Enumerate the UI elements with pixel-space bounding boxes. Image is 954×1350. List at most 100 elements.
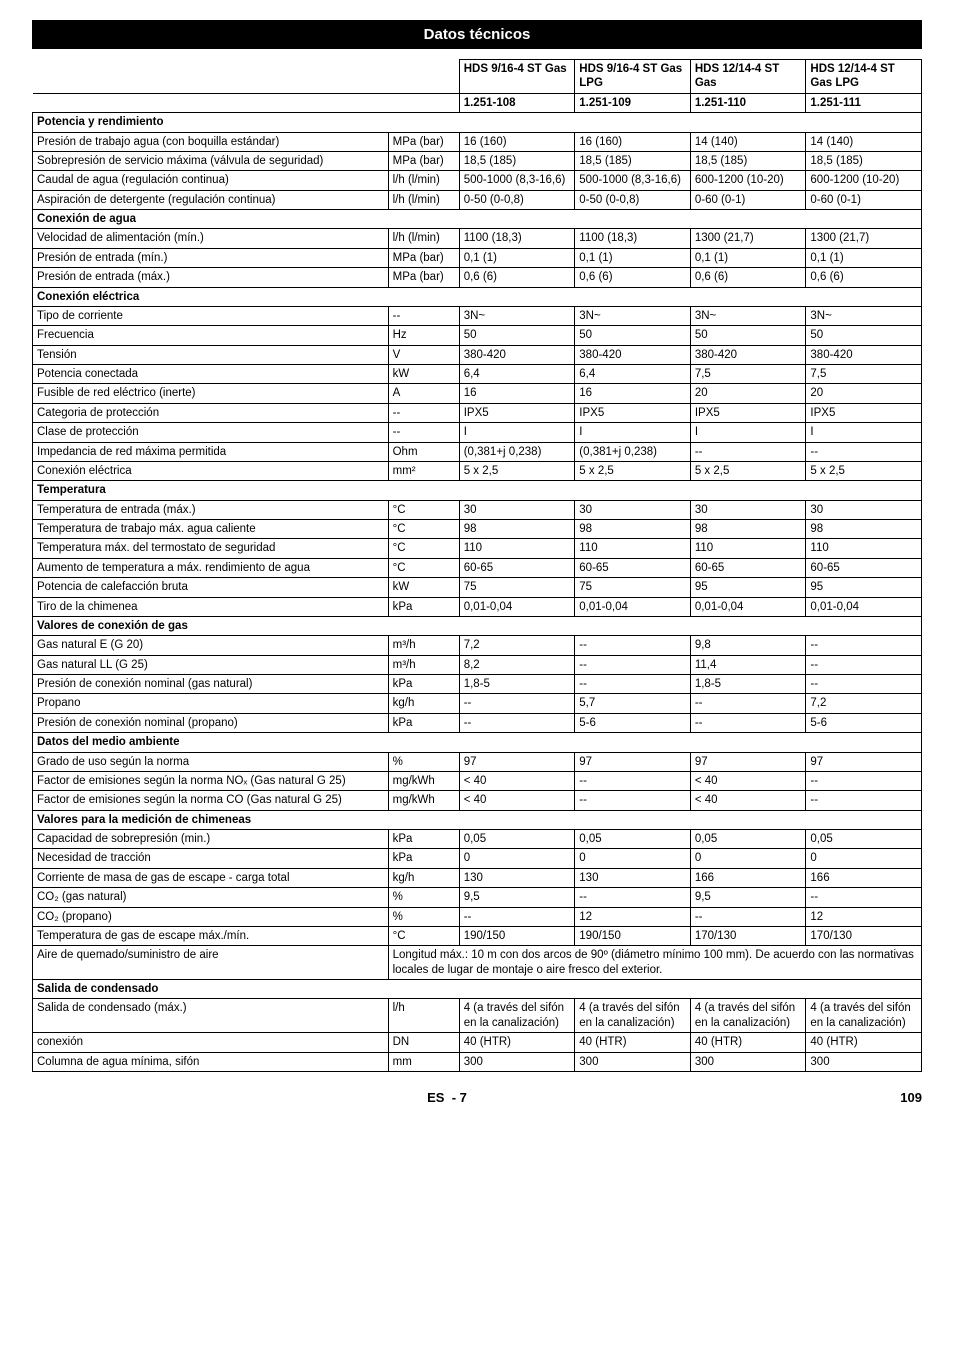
section-header: Datos del medio ambiente bbox=[33, 733, 922, 752]
row-value: 0,01-0,04 bbox=[575, 597, 691, 616]
table-row: Presión de entrada (máx.)MPa (bar)0,6 (6… bbox=[33, 268, 922, 287]
row-value: 110 bbox=[575, 539, 691, 558]
row-value: 16 (160) bbox=[459, 132, 575, 151]
section-title: Datos del medio ambiente bbox=[33, 733, 922, 752]
row-label: Aire de quemado/suministro de aire bbox=[33, 946, 389, 980]
row-value: 1300 (21,7) bbox=[690, 229, 806, 248]
row-value: 0 bbox=[806, 849, 922, 868]
row-value: 0,6 (6) bbox=[459, 268, 575, 287]
row-value: 60-65 bbox=[575, 558, 691, 577]
row-label: Sobrepresión de servicio máxima (válvula… bbox=[33, 151, 389, 170]
row-value: 50 bbox=[459, 326, 575, 345]
row-value: -- bbox=[575, 655, 691, 674]
model-3: HDS 12/14-4 ST Gas LPG bbox=[806, 60, 922, 94]
table-row: conexiónDN40 (HTR)40 (HTR)40 (HTR)40 (HT… bbox=[33, 1033, 922, 1052]
row-value: 5 x 2,5 bbox=[690, 461, 806, 480]
header-row-models: HDS 9/16-4 ST Gas HDS 9/16-4 ST Gas LPG … bbox=[33, 60, 922, 94]
row-unit: A bbox=[388, 384, 459, 403]
spec-table: HDS 9/16-4 ST Gas HDS 9/16-4 ST Gas LPG … bbox=[32, 59, 922, 1072]
row-value: 16 (160) bbox=[575, 132, 691, 151]
row-value: 8,2 bbox=[459, 655, 575, 674]
section-title: Potencia y rendimiento bbox=[33, 113, 922, 132]
table-row: Aspiración de detergente (regulación con… bbox=[33, 190, 922, 209]
row-value: 18,5 (185) bbox=[806, 151, 922, 170]
table-row: CO₂ (propano)%--12--12 bbox=[33, 907, 922, 926]
row-label: Clase de protección bbox=[33, 423, 389, 442]
row-unit: m³/h bbox=[388, 655, 459, 674]
row-value: 30 bbox=[459, 500, 575, 519]
row-value: 75 bbox=[575, 578, 691, 597]
row-value: -- bbox=[575, 791, 691, 810]
row-value: -- bbox=[459, 713, 575, 732]
table-row: Temperatura de trabajo máx. agua calient… bbox=[33, 520, 922, 539]
row-unit: kW bbox=[388, 365, 459, 384]
row-label: Temperatura máx. del termostato de segur… bbox=[33, 539, 389, 558]
row-label: Impedancia de red máxima permitida bbox=[33, 442, 389, 461]
row-value: 1,8-5 bbox=[690, 675, 806, 694]
section-header: Valores para la medición de chimeneas bbox=[33, 810, 922, 829]
row-label: Potencia conectada bbox=[33, 365, 389, 384]
table-row: Propanokg/h--5,7--7,2 bbox=[33, 694, 922, 713]
row-value: 75 bbox=[459, 578, 575, 597]
table-row: Fusible de red eléctrico (inerte)A161620… bbox=[33, 384, 922, 403]
row-value: 30 bbox=[575, 500, 691, 519]
row-label: CO₂ (gas natural) bbox=[33, 888, 389, 907]
row-unit: -- bbox=[388, 403, 459, 422]
row-value: 0 bbox=[575, 849, 691, 868]
table-row: Grado de uso según la norma%97979797 bbox=[33, 752, 922, 771]
row-value: 0,05 bbox=[459, 830, 575, 849]
row-unit: MPa (bar) bbox=[388, 248, 459, 267]
row-label: Frecuencia bbox=[33, 326, 389, 345]
row-label: Tipo de corriente bbox=[33, 306, 389, 325]
row-label: Gas natural LL (G 25) bbox=[33, 655, 389, 674]
row-value: 600-1200 (10-20) bbox=[690, 171, 806, 190]
row-label: Presión de entrada (máx.) bbox=[33, 268, 389, 287]
row-value: -- bbox=[459, 907, 575, 926]
row-value: 166 bbox=[806, 868, 922, 887]
footer-inner-page: - 7 bbox=[452, 1090, 467, 1105]
row-label: Corriente de masa de gas de escape - car… bbox=[33, 868, 389, 887]
row-value: 9,5 bbox=[690, 888, 806, 907]
row-value: 7,2 bbox=[806, 694, 922, 713]
row-unit: mm bbox=[388, 1052, 459, 1071]
row-value: 60-65 bbox=[690, 558, 806, 577]
row-unit: -- bbox=[388, 423, 459, 442]
row-value: 50 bbox=[575, 326, 691, 345]
row-value: 18,5 (185) bbox=[459, 151, 575, 170]
table-row: Tipo de corriente--3N~3N~3N~3N~ bbox=[33, 306, 922, 325]
row-value: I bbox=[459, 423, 575, 442]
row-value: 0,6 (6) bbox=[690, 268, 806, 287]
row-unit: kPa bbox=[388, 597, 459, 616]
section-title: Salida de condensado bbox=[33, 980, 922, 999]
row-value: < 40 bbox=[690, 791, 806, 810]
row-value: 500-1000 (8,3-16,6) bbox=[459, 171, 575, 190]
row-value: 1100 (18,3) bbox=[575, 229, 691, 248]
row-value: 300 bbox=[690, 1052, 806, 1071]
row-unit: kW bbox=[388, 578, 459, 597]
row-value: 98 bbox=[690, 520, 806, 539]
row-label: Capacidad de sobrepresión (min.) bbox=[33, 830, 389, 849]
row-value: 30 bbox=[806, 500, 922, 519]
row-label: conexión bbox=[33, 1033, 389, 1052]
row-value: 300 bbox=[459, 1052, 575, 1071]
row-value: 0,6 (6) bbox=[806, 268, 922, 287]
page-footer: ES - 7 109 bbox=[32, 1090, 922, 1105]
row-value: 0 bbox=[459, 849, 575, 868]
row-value: 40 (HTR) bbox=[690, 1033, 806, 1052]
row-value: 0-50 (0-0,8) bbox=[459, 190, 575, 209]
row-label: Potencia de calefacción bruta bbox=[33, 578, 389, 597]
row-value: IPX5 bbox=[575, 403, 691, 422]
row-value: (0,381+j 0,238) bbox=[575, 442, 691, 461]
row-value: 0,1 (1) bbox=[459, 248, 575, 267]
section-header: Conexión eléctrica bbox=[33, 287, 922, 306]
table-row: Necesidad de tracciónkPa0000 bbox=[33, 849, 922, 868]
row-value: 4 (a través del sifón en la canalización… bbox=[690, 999, 806, 1033]
row-value: 110 bbox=[690, 539, 806, 558]
row-label: Necesidad de tracción bbox=[33, 849, 389, 868]
row-value: 0 bbox=[690, 849, 806, 868]
row-value: 97 bbox=[459, 752, 575, 771]
row-value: 16 bbox=[575, 384, 691, 403]
row-value: 5-6 bbox=[575, 713, 691, 732]
table-row: Potencia conectadakW6,46,47,57,5 bbox=[33, 365, 922, 384]
row-value: 14 (140) bbox=[690, 132, 806, 151]
